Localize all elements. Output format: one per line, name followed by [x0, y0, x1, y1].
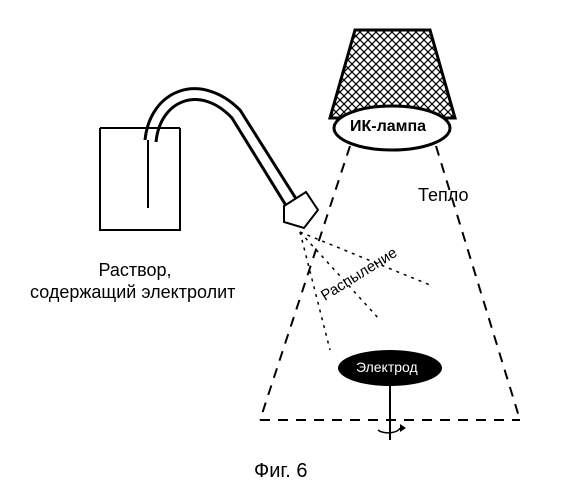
solution-container [100, 128, 180, 230]
solution_line1-label: Раствор, [60, 260, 210, 281]
electrode-label: Электрод [356, 359, 418, 375]
lamp-label: ИК-лампа [350, 118, 426, 136]
heat-label: Тепло [418, 185, 468, 206]
spray-nozzle [284, 192, 318, 228]
solution_line2-label: содержащий электролит [30, 282, 235, 303]
caption-label: Фиг. 6 [254, 460, 307, 483]
